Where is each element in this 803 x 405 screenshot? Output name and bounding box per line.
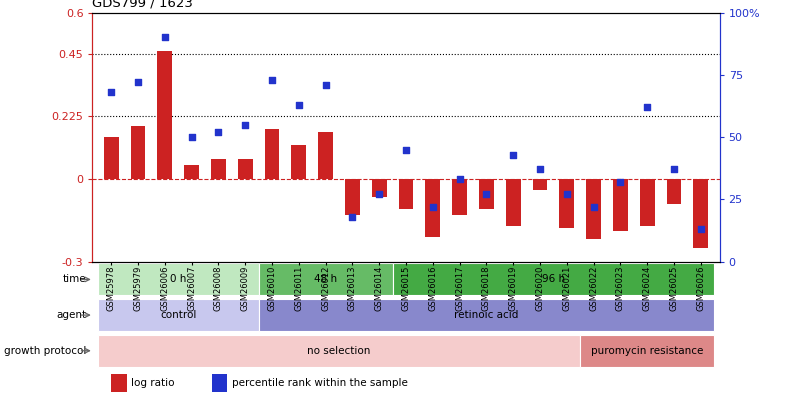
Bar — [184, 165, 199, 179]
Point — [560, 191, 573, 198]
Bar — [318, 132, 332, 179]
Bar — [693, 179, 707, 248]
Point — [453, 176, 466, 183]
Point — [506, 151, 519, 158]
Point — [479, 191, 492, 198]
Point — [185, 134, 198, 141]
Point — [533, 166, 546, 173]
Point — [104, 89, 117, 96]
Text: retinoic acid: retinoic acid — [454, 310, 518, 320]
Text: growth protocol: growth protocol — [4, 346, 86, 356]
Text: 48 h: 48 h — [314, 275, 336, 284]
Point — [373, 191, 385, 198]
Point — [426, 204, 438, 210]
Bar — [580, 335, 713, 367]
Bar — [639, 179, 654, 226]
Bar — [157, 51, 172, 179]
Bar — [451, 179, 467, 215]
Bar — [264, 129, 279, 179]
Bar — [98, 335, 580, 367]
Bar — [111, 374, 127, 392]
Point — [265, 77, 278, 83]
Text: time: time — [63, 275, 86, 284]
Bar — [559, 179, 573, 228]
Bar — [505, 179, 520, 226]
Bar — [259, 299, 713, 331]
Bar — [398, 179, 413, 209]
Point — [132, 79, 145, 85]
Text: 96 h: 96 h — [541, 275, 565, 284]
Bar — [238, 159, 252, 179]
Bar — [259, 263, 392, 296]
Bar — [130, 126, 145, 179]
Point — [345, 213, 358, 220]
Bar — [98, 299, 259, 331]
Text: GDS799 / 1623: GDS799 / 1623 — [92, 0, 193, 10]
Point — [292, 102, 305, 108]
Bar — [585, 179, 601, 239]
Bar — [666, 179, 681, 204]
Point — [666, 166, 679, 173]
Point — [586, 204, 599, 210]
Text: percentile rank within the sample: percentile rank within the sample — [231, 378, 407, 388]
Text: agent: agent — [56, 310, 86, 320]
Text: puromycin resistance: puromycin resistance — [590, 346, 703, 356]
Point — [238, 122, 251, 128]
Text: control: control — [160, 310, 196, 320]
Text: log ratio: log ratio — [131, 378, 174, 388]
Bar — [613, 179, 627, 231]
Bar — [392, 263, 713, 296]
Point — [319, 81, 332, 88]
Bar — [425, 179, 440, 237]
Bar — [104, 137, 119, 179]
Point — [613, 179, 626, 185]
Text: 0 h: 0 h — [169, 275, 186, 284]
Bar — [291, 145, 306, 179]
Point — [694, 226, 707, 232]
Point — [640, 104, 653, 111]
Text: no selection: no selection — [307, 346, 370, 356]
Bar — [371, 179, 386, 196]
Bar — [210, 159, 226, 179]
Point — [158, 34, 171, 40]
Bar — [98, 263, 259, 296]
Bar — [532, 179, 547, 190]
Point — [399, 146, 412, 153]
Bar — [479, 179, 493, 209]
Bar — [344, 179, 360, 215]
Bar — [211, 374, 227, 392]
Point — [212, 129, 225, 135]
